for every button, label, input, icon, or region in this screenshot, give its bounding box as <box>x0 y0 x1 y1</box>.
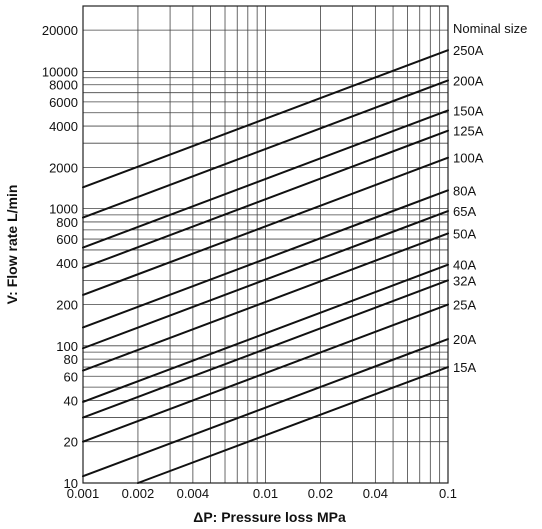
y-tick-label: 800 <box>56 215 78 230</box>
series-label-20A: 20A <box>453 332 476 347</box>
series-label-150A: 150A <box>453 103 484 118</box>
series-line-200A <box>82 79 449 219</box>
series-line-125A <box>82 129 449 269</box>
series-label-25A: 25A <box>453 298 476 313</box>
series-label-250A: 250A <box>453 43 484 58</box>
series-label-100A: 100A <box>453 151 484 166</box>
x-tick-label: 0.04 <box>363 486 388 501</box>
series-label-65A: 65A <box>453 204 476 219</box>
y-tick-label: 20000 <box>42 23 78 38</box>
y-tick-label: 60 <box>64 369 78 384</box>
x-axis-label: ΔP: Pressure loss MPa <box>193 509 346 525</box>
y-tick-label: 600 <box>56 232 78 247</box>
y-tick-label: 20 <box>64 435 78 450</box>
y-tick-label: 6000 <box>49 95 78 110</box>
y-tick-label: 40 <box>64 393 78 408</box>
y-tick-label: 1000 <box>49 202 78 217</box>
y-axis-label: V: Flow rate L/min <box>4 185 20 305</box>
series-line-32A <box>82 279 449 419</box>
series-label-125A: 125A <box>453 124 484 139</box>
x-tick-label: 0.01 <box>253 486 278 501</box>
series-label-80A: 80A <box>453 183 476 198</box>
x-tick-label: 0.002 <box>122 486 155 501</box>
series-label-40A: 40A <box>453 258 476 273</box>
y-tick-label: 200 <box>56 298 78 313</box>
series-line-25A <box>82 303 449 443</box>
series-label-50A: 50A <box>453 226 476 241</box>
legend-title: Nominal size <box>453 21 527 36</box>
series-line-100A <box>82 156 449 296</box>
y-tick-label: 80 <box>64 352 78 367</box>
y-tick-label: 8000 <box>49 78 78 93</box>
x-tick-label: 0.02 <box>308 486 333 501</box>
series-line-150A <box>82 109 449 249</box>
series-label-32A: 32A <box>453 273 476 288</box>
y-tick-label: 100 <box>56 339 78 354</box>
y-tick-label: 2000 <box>49 160 78 175</box>
series-line-20A <box>82 338 449 478</box>
series-label-200A: 200A <box>453 73 484 88</box>
series-line-65A <box>82 210 449 350</box>
x-tick-label: 0.004 <box>177 486 210 501</box>
y-tick-label: 10 <box>64 476 78 491</box>
x-axis-ticks: 0.001 0.002 0.004 0.01 0.02 0.04 0.1 <box>67 486 457 501</box>
y-tick-label: 400 <box>56 256 78 271</box>
plot-frame <box>82 5 449 484</box>
series-line-250A <box>82 49 449 189</box>
x-tick-label: 0.001 <box>67 486 100 501</box>
y-tick-label: 4000 <box>49 119 78 134</box>
y-tick-label: 10000 <box>42 64 78 79</box>
series-line-80A <box>82 189 449 329</box>
series-lines <box>82 49 449 484</box>
grid-lines <box>83 6 448 483</box>
series-line-40A <box>82 263 449 403</box>
x-tick-label: 0.1 <box>439 486 457 501</box>
series-line-50A <box>82 232 449 372</box>
series-line-15A <box>136 366 449 484</box>
series-label-15A: 15A <box>453 360 476 375</box>
